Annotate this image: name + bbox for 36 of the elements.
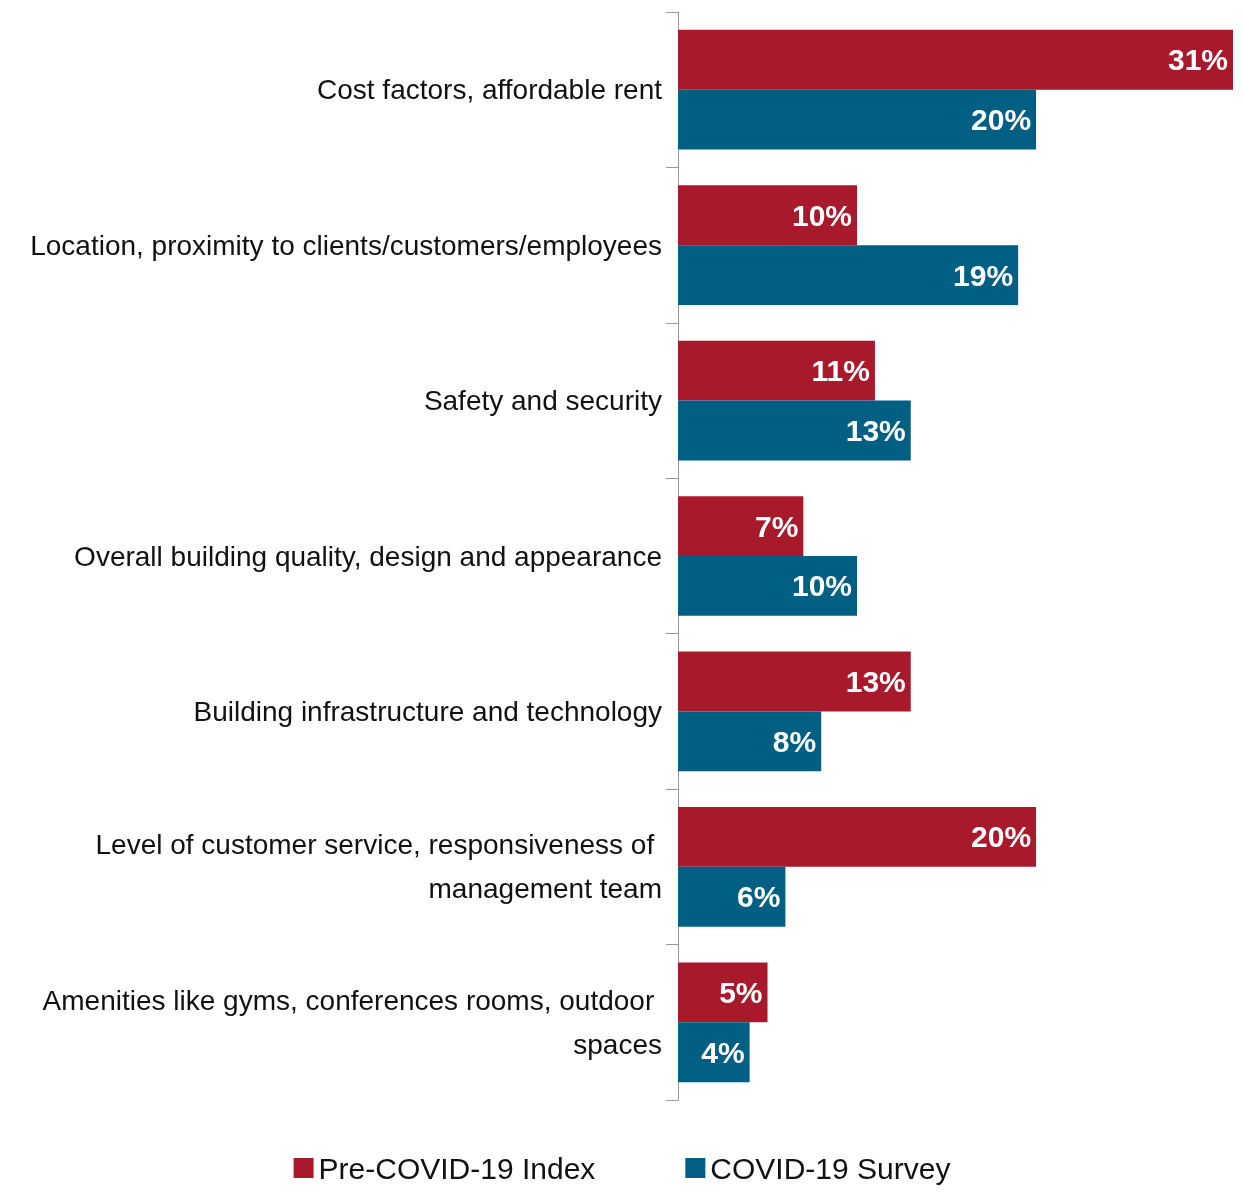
bar	[678, 29, 1233, 90]
data-label: 6%	[737, 880, 781, 914]
legend-label: COVID-19 Survey	[710, 1151, 951, 1185]
data-label: 13%	[845, 413, 906, 447]
bar	[678, 807, 1037, 867]
bar	[678, 556, 858, 616]
bar	[678, 496, 804, 556]
bar	[678, 866, 786, 927]
bar	[678, 400, 911, 461]
data-label: 8%	[772, 724, 817, 758]
data-label: 7%	[754, 509, 799, 543]
legend-label: Pre-COVID-19 Index	[318, 1151, 596, 1185]
y-tick-label: Building infrastructure and technology	[193, 695, 662, 727]
bar	[678, 340, 875, 401]
bar	[678, 245, 1019, 305]
y-tick-label: Overall building quality, design and appearance	[74, 540, 662, 572]
data-label: 19%	[953, 258, 1014, 292]
data-label: 31%	[1167, 43, 1228, 77]
data-label: 11%	[811, 354, 870, 388]
bar	[678, 651, 911, 712]
bar	[678, 962, 768, 1023]
data-label: 10%	[791, 198, 853, 232]
bar	[678, 89, 1037, 150]
y-tick-label: Cost factors, affordable rent	[317, 74, 663, 106]
data-label: 13%	[845, 665, 906, 699]
y-tick-label: Level of customer service, responsiveness of management team	[95, 829, 662, 905]
data-label: 20%	[971, 103, 1032, 137]
bar	[678, 185, 858, 246]
bar	[678, 711, 822, 772]
y-tick-label: Amenities like gyms, conferences rooms, outdoor spaces	[42, 984, 662, 1060]
y-tick-label: Safety and security	[423, 385, 662, 417]
data-label: 5%	[719, 975, 763, 1009]
y-tick-label: Location, proximity to clients/customers/employees	[30, 229, 662, 261]
data-label: 10%	[791, 569, 853, 603]
data-label: 4%	[701, 1035, 745, 1069]
data-label: 20%	[971, 820, 1032, 854]
